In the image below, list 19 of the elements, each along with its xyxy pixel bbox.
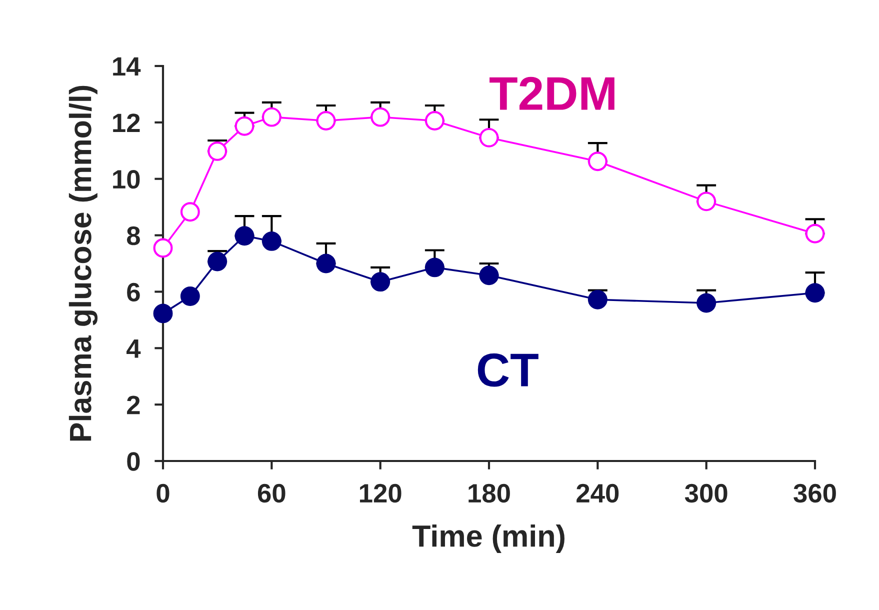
y-axis-title: Plasma glucose (mmol/l) [68, 86, 98, 441]
x-tick-label: 360 [794, 484, 836, 503]
x-tick-label: 120 [360, 484, 402, 503]
y-tick-label: 0 [127, 452, 140, 471]
x-axis-title: Time (min) [412, 524, 564, 553]
x-tick-label: 300 [684, 484, 728, 503]
y-tick-label: 8 [126, 226, 140, 246]
y-tick-label: 10 [113, 170, 140, 189]
series-label: CT [478, 353, 538, 387]
series-label: T2DM [490, 76, 614, 110]
y-tick-label: 4 [126, 340, 141, 358]
y-tick-label: 6 [127, 282, 140, 302]
x-tick-label: 180 [468, 484, 510, 503]
y-tick-label: 2 [127, 396, 140, 414]
y-tick-label: 14 [113, 57, 141, 76]
x-tick-label: 0 [156, 484, 170, 503]
x-tick-label: 240 [576, 484, 619, 503]
y-tick-label: 12 [113, 114, 140, 132]
x-tick-label: 60 [258, 484, 286, 503]
